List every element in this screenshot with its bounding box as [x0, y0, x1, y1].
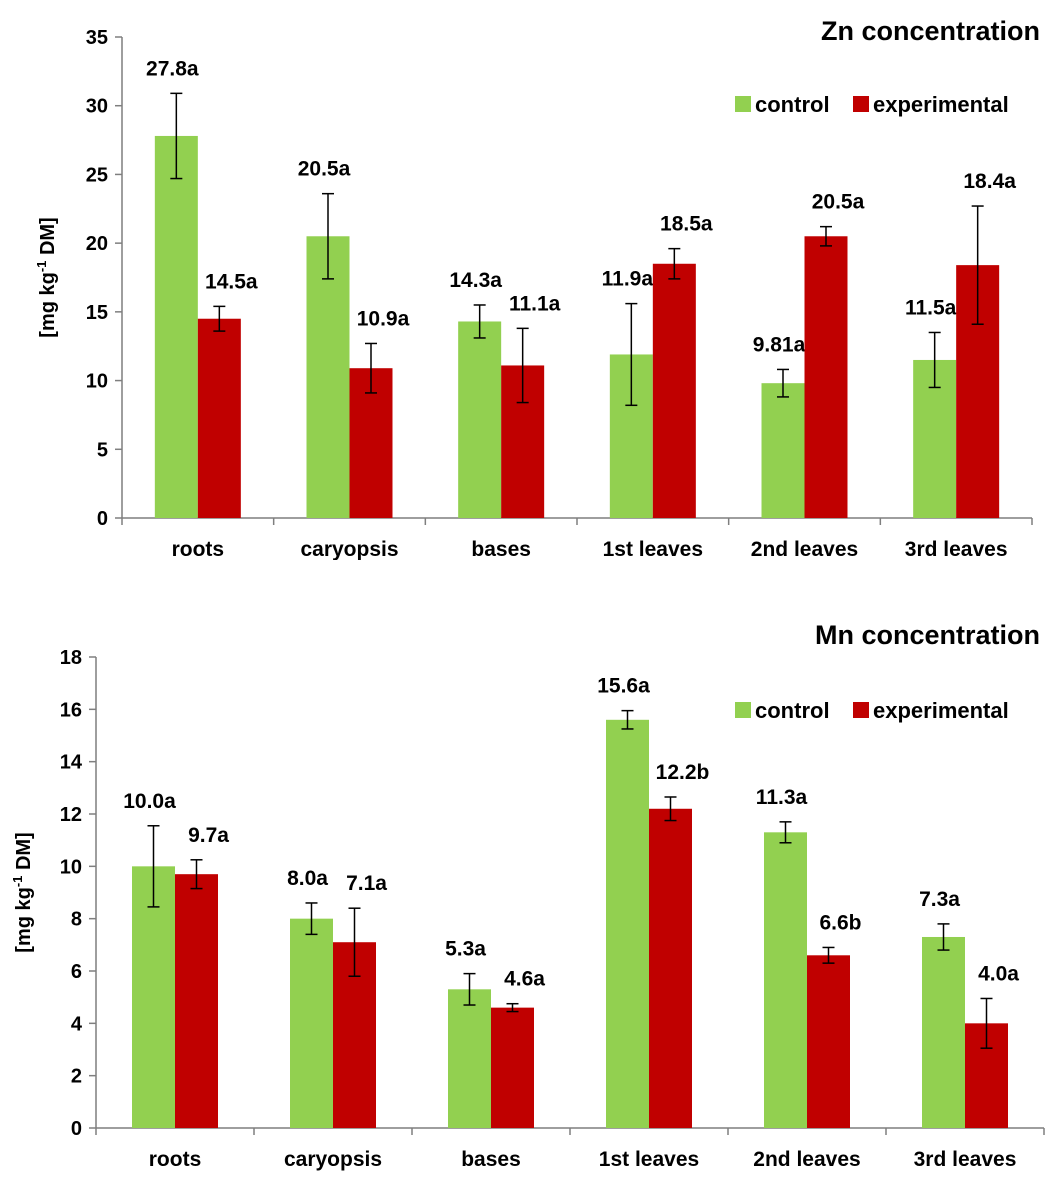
x-category-label: 3rd leaves — [914, 1148, 1017, 1171]
data-label: 14.5a — [205, 270, 258, 293]
bar-control — [290, 918, 333, 1128]
data-label: 20.5a — [812, 191, 865, 214]
y-tick-label: 20 — [86, 233, 108, 255]
bar-control — [458, 321, 502, 518]
legend-swatch-experimental — [853, 96, 869, 112]
x-category-label: roots — [149, 1148, 202, 1171]
data-label: 10.0a — [123, 790, 176, 813]
bar-control — [154, 135, 198, 518]
y-axis-label: [mg kg-1 DM] — [10, 832, 35, 952]
y-axis-label-superscript: -1 — [34, 261, 49, 273]
chart-title: Mn concentration — [815, 620, 1040, 650]
data-label: 27.8a — [146, 57, 199, 80]
bar-experimental — [197, 318, 241, 518]
y-tick-label: 2 — [71, 1066, 82, 1088]
x-category-label: bases — [461, 1148, 521, 1171]
legend-label-control: control — [755, 698, 830, 723]
y-tick-label: 10 — [86, 371, 108, 393]
y-axis-label: [mg kg-1 DM] — [34, 217, 59, 337]
y-tick-label: 5 — [97, 439, 108, 461]
zn-concentration-chart: 0 5 10 15 20 25 30 35 roots caryopsis bases 1st lea… — [34, 16, 1040, 560]
data-label: 14.3a — [449, 269, 502, 292]
data-label: 12.2b — [656, 761, 710, 784]
x-category-label: caryopsis — [284, 1148, 382, 1171]
legend-swatch-control — [735, 96, 751, 112]
data-label: 7.1a — [346, 872, 387, 895]
legend-label-experimental: experimental — [873, 92, 1009, 117]
legend-label-experimental: experimental — [873, 698, 1009, 723]
bar-experimental — [491, 1007, 534, 1128]
bar-control — [132, 866, 175, 1128]
legend-label-control: control — [755, 92, 830, 117]
y-tick-label: 25 — [86, 164, 108, 186]
x-category-label: caryopsis — [300, 538, 398, 560]
data-label: 11.3a — [756, 786, 808, 809]
data-label: 8.0a — [287, 867, 328, 890]
bar-control — [922, 936, 965, 1128]
y-tick-label: 14 — [60, 752, 83, 774]
data-label: 20.5a — [298, 158, 351, 181]
mn-concentration-chart: 0 2 4 6 8 10 12 14 16 18 roots caryopsis bases 1st le… — [10, 620, 1045, 1171]
y-tick-label: 8 — [71, 909, 82, 931]
bar-control — [764, 832, 807, 1128]
bar-experimental — [649, 808, 692, 1128]
data-label: 6.6b — [819, 911, 861, 934]
chart-title: Zn concentration — [821, 16, 1040, 46]
legend-swatch-control — [735, 702, 751, 718]
data-label: 4.0a — [978, 962, 1019, 985]
data-label: 4.6a — [504, 968, 545, 991]
y-axis-label-tail: DM] — [37, 217, 59, 260]
data-label: 18.5a — [660, 213, 713, 236]
bar-control — [761, 383, 805, 518]
y-tick-label: 0 — [97, 508, 108, 530]
bar-control — [306, 236, 350, 518]
data-label: 5.3a — [445, 938, 486, 961]
bar-control — [606, 719, 649, 1128]
x-category-label: 1st leaves — [603, 538, 703, 560]
data-label: 11.1a — [509, 292, 561, 315]
y-axis-label-main: [mg kg — [13, 887, 35, 953]
y-tick-label: 4 — [71, 1013, 83, 1035]
bar-experimental — [175, 874, 218, 1128]
data-label: 18.4a — [963, 170, 1016, 193]
y-tick-label: 30 — [86, 96, 108, 118]
x-category-label: roots — [172, 538, 225, 560]
y-axis-label-superscript: -1 — [10, 876, 25, 888]
bar-control — [448, 989, 491, 1128]
x-category-label: 2nd leaves — [753, 1148, 860, 1171]
bar-experimental — [652, 263, 696, 518]
y-tick-label: 35 — [86, 27, 108, 49]
data-label: 11.9a — [602, 268, 654, 291]
y-tick-label: 0 — [71, 1118, 82, 1140]
data-label: 9.7a — [188, 824, 229, 847]
y-tick-label: 15 — [86, 302, 108, 324]
x-category-label: bases — [471, 538, 531, 560]
y-tick-label: 6 — [71, 961, 82, 983]
x-category-label: 2nd leaves — [751, 538, 858, 560]
y-tick-label: 16 — [60, 699, 82, 721]
data-label: 9.81a — [753, 333, 806, 356]
y-tick-label: 18 — [60, 647, 82, 669]
data-label: 10.9a — [357, 307, 410, 330]
y-tick-label: 12 — [60, 804, 82, 826]
y-tick-label: 10 — [60, 856, 82, 878]
x-category-label: 1st leaves — [599, 1148, 699, 1171]
data-label: 15.6a — [597, 675, 650, 698]
bar-experimental — [807, 955, 850, 1128]
bar-experimental — [804, 236, 848, 518]
x-category-label: 3rd leaves — [905, 538, 1008, 560]
y-axis-label-main: [mg kg — [37, 272, 59, 338]
y-axis-label-tail: DM] — [13, 832, 35, 875]
legend-swatch-experimental — [853, 702, 869, 718]
data-label: 7.3a — [919, 888, 960, 911]
data-label: 11.5a — [905, 296, 957, 319]
